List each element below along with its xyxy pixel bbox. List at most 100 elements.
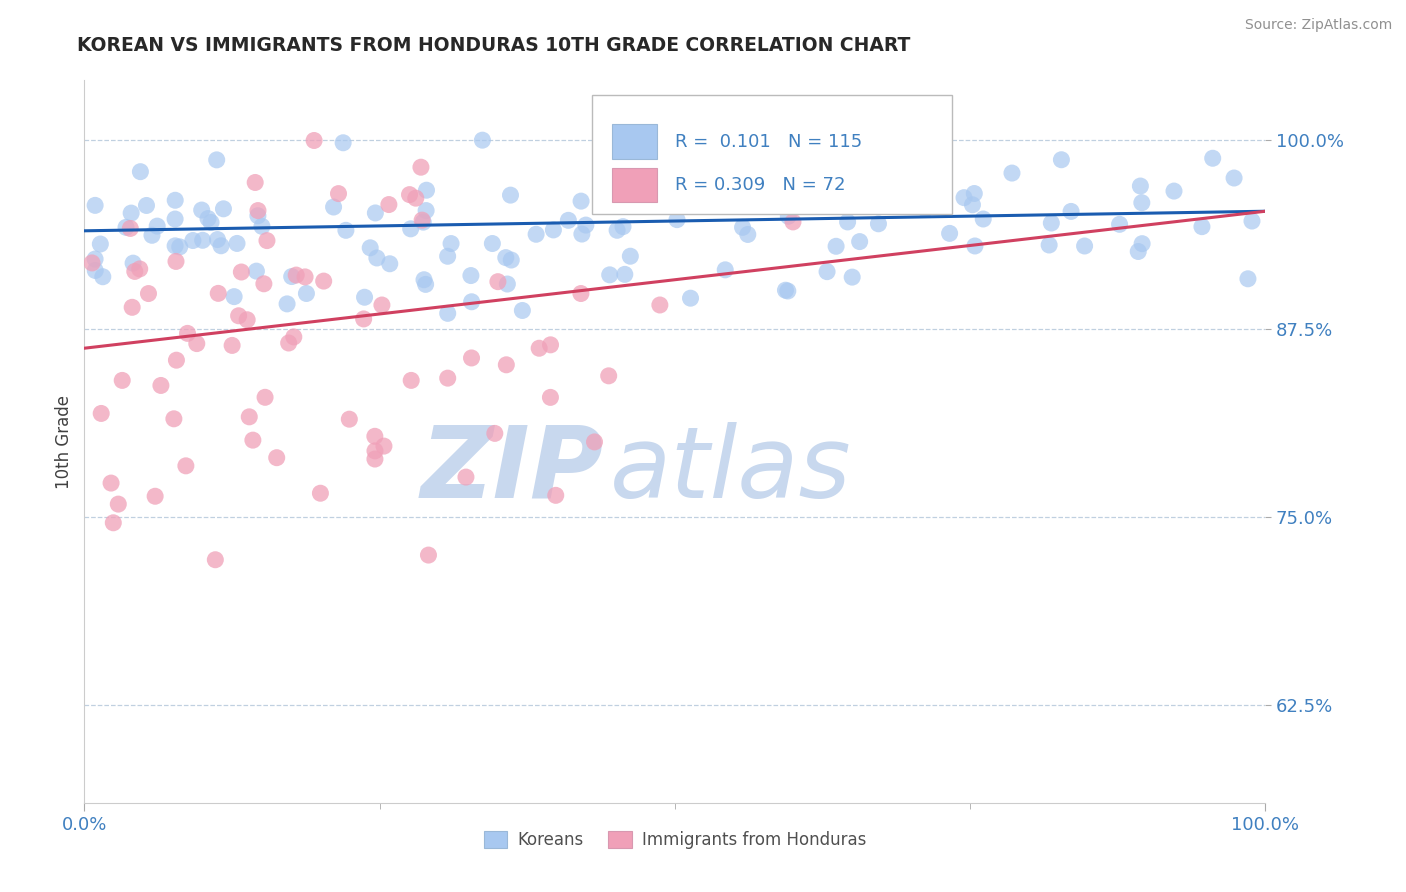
Point [599,268,621,282]
Point [100,476,122,491]
Point [527,341,550,355]
Point [1240,214,1263,228]
Point [294,269,316,284]
Point [165,353,187,368]
Point [619,249,641,263]
Point [1202,151,1225,165]
Point [612,219,634,234]
Point [962,198,984,212]
Point [569,194,592,208]
Point [266,450,288,465]
Point [335,223,357,237]
Point [841,270,863,285]
Point [84,198,107,212]
Point [253,277,276,291]
Point [569,286,592,301]
Point [256,234,278,248]
Point [938,227,960,241]
Point [277,336,299,351]
Point [606,223,628,237]
Point [415,277,437,292]
Point [786,169,808,183]
Point [128,261,150,276]
Point [371,298,394,312]
FancyBboxPatch shape [612,124,657,159]
Point [243,176,266,190]
Point [364,206,387,220]
Point [571,227,593,241]
Point [226,236,249,251]
Point [1128,244,1150,259]
Point [207,233,229,247]
Text: R =  0.101   N = 115: R = 0.101 N = 115 [675,133,862,151]
Point [165,254,187,268]
Point [460,351,482,365]
Point [405,191,427,205]
Text: ZIP: ZIP [420,422,605,519]
Point [378,257,401,271]
Point [496,277,519,291]
Point [165,212,187,227]
Point [1050,153,1073,167]
Point [1237,272,1260,286]
Legend: Koreans, Immigrants from Honduras: Koreans, Immigrants from Honduras [477,824,873,856]
Text: Source: ZipAtlas.com: Source: ZipAtlas.com [1244,18,1392,32]
Point [731,220,754,235]
Point [165,239,187,253]
Point [575,218,598,232]
Point [759,159,782,173]
Point [120,221,142,235]
Point [418,548,440,562]
Point [89,237,111,252]
Point [80,256,103,270]
Point [413,273,436,287]
Point [207,286,229,301]
Point [602,191,624,205]
Point [1223,171,1246,186]
Point [868,217,890,231]
Point [231,265,253,279]
Point [411,213,433,227]
Point [825,239,848,253]
Point [495,358,517,372]
Point [776,284,799,298]
Point [138,286,160,301]
Point [149,378,172,392]
Point [378,197,401,211]
Point [543,223,565,237]
Point [1129,179,1152,194]
Point [486,275,509,289]
Point [186,336,208,351]
Point [412,215,434,229]
Point [302,134,325,148]
Point [204,553,226,567]
Text: R = 0.309   N = 72: R = 0.309 N = 72 [675,176,845,194]
Point [1073,239,1095,253]
Point [328,186,350,201]
Point [163,412,186,426]
Point [135,198,157,212]
Point [1130,236,1153,251]
Point [399,222,422,236]
Point [84,252,107,266]
Point [197,211,219,226]
Point [409,160,432,174]
Point [366,251,388,265]
Point [1040,216,1063,230]
Point [963,239,986,253]
Point [436,306,458,320]
Point [714,263,737,277]
Point [882,165,904,179]
Point [254,390,277,404]
Point [107,497,129,511]
Point [512,303,534,318]
Point [1108,217,1130,231]
Point [146,219,169,233]
Point [190,202,212,217]
Point [373,439,395,453]
Point [817,193,839,207]
Point [115,220,138,235]
Point [205,153,228,167]
Point [337,412,360,426]
Point [353,290,375,304]
